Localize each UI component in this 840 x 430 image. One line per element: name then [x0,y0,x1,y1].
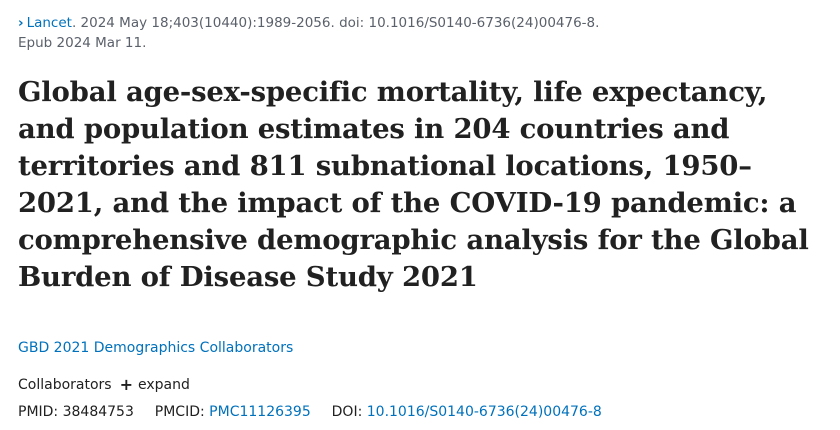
journal-link[interactable]: Lancet [26,15,72,31]
plus-icon: + [119,375,133,394]
authors-link[interactable]: GBD 2021 Demographics Collaborators [18,340,294,356]
pmid-label: PMID: [18,404,59,420]
expand-label: expand [138,377,190,393]
collaborators-row: Collaborators + expand [18,375,190,395]
chevron-right-icon[interactable]: › [18,15,24,31]
pmid-value: 38484753 [62,404,134,420]
doi-label: DOI: [331,404,363,420]
citation-details: . 2024 May 18;403(10440):1989-2056. doi:… [71,15,600,31]
citation-line: › Lancet. 2024 May 18;403(10440):1989-205… [18,13,818,33]
collaborators-label: Collaborators [18,377,112,393]
doi-link[interactable]: 10.1016/S0140-6736(24)00476-8 [366,404,602,420]
page-title: Global age-sex-specific mortality, life … [18,76,809,293]
expand-button[interactable]: + expand [120,375,190,395]
article-identifiers: PMID: 38484753 PMCID: PMC11126395 DOI: 1… [18,402,602,422]
article-citation: › Lancet. 2024 May 18;403(10440):1989-205… [18,13,818,53]
epub-date: Epub 2024 Mar 11. [18,35,147,51]
pmcid-link[interactable]: PMC11126395 [209,404,311,420]
pmcid-label: PMCID: [154,404,205,420]
